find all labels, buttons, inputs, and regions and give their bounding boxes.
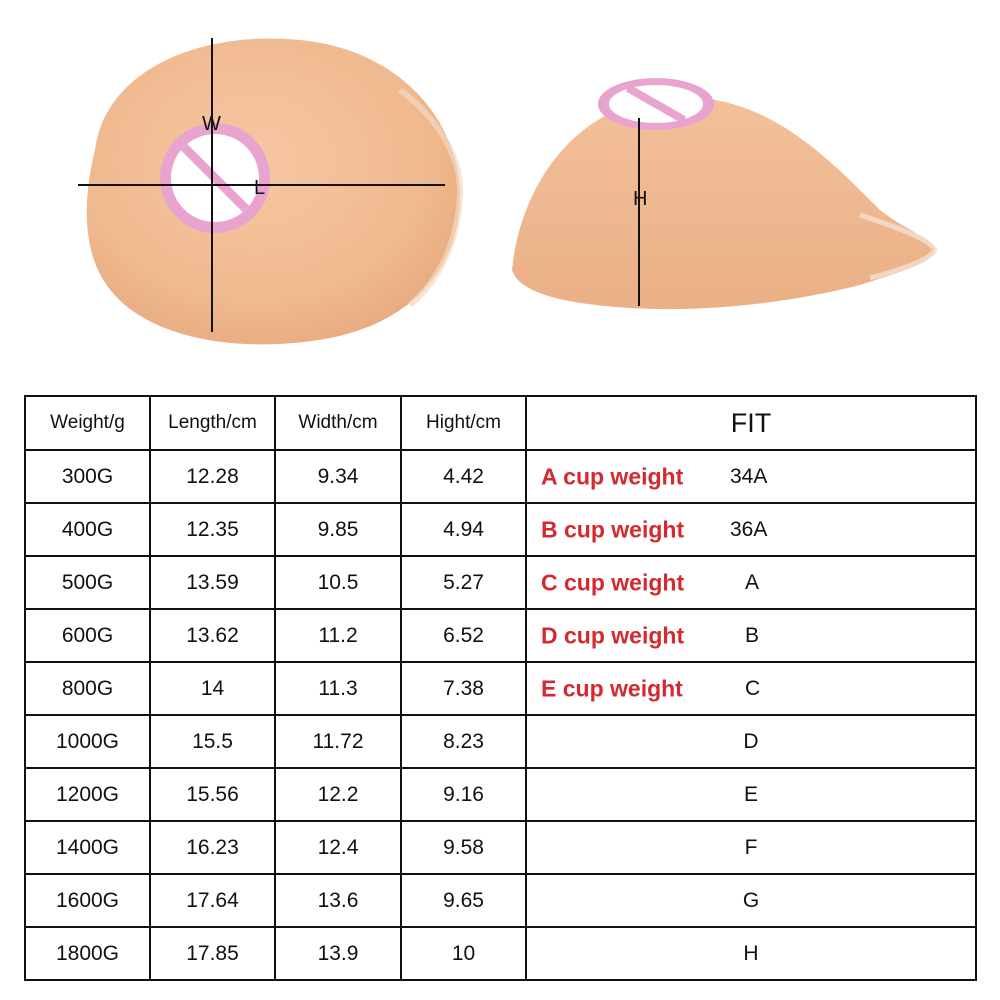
length-cell: 15.56 <box>149 767 276 822</box>
weight-cell: 500G <box>24 555 151 610</box>
height-cell: 8.23 <box>400 714 527 769</box>
width-cell: 12.2 <box>274 767 402 822</box>
table-row: 600G 13.62 11.2 6.52 D cup weight B <box>24 608 977 663</box>
width-cell: 13.6 <box>274 873 402 928</box>
header-height: Hight/cm <box>400 395 527 451</box>
table-header-row: Weight/g Length/cm Width/cm Hight/cm FIT <box>24 395 977 451</box>
fit-value: 36A <box>730 517 768 541</box>
fit-cell: B cup weight 36A <box>525 502 977 557</box>
height-cell: 10 <box>400 926 527 981</box>
side-view-breast-form <box>512 96 938 310</box>
top-view-breast-form <box>86 38 464 345</box>
length-cell: 13.62 <box>149 608 276 663</box>
header-width: Width/cm <box>274 395 402 451</box>
width-label: W <box>202 113 221 135</box>
table-row: 300G 12.28 9.34 4.42 A cup weight 34A <box>24 449 977 504</box>
height-cell: 9.58 <box>400 820 527 875</box>
weight-cell: 600G <box>24 608 151 663</box>
length-cell: 13.59 <box>149 555 276 610</box>
fit-cell: D cup weight B <box>525 608 977 663</box>
fit-cell: G <box>525 873 977 928</box>
header-length: Length/cm <box>149 395 276 451</box>
fit-value: H <box>743 941 759 965</box>
weight-cell: 300G <box>24 449 151 504</box>
length-cell: 12.28 <box>149 449 276 504</box>
header-fit: FIT <box>525 395 977 451</box>
fit-cell: D <box>525 714 977 769</box>
table-row: 1000G 15.5 11.72 8.23 D <box>24 714 977 769</box>
fit-cell: E cup weight C <box>525 661 977 716</box>
cup-label: A cup weight <box>541 463 684 489</box>
height-label: H <box>633 188 647 210</box>
width-cell: 9.85 <box>274 502 402 557</box>
table-row: 500G 13.59 10.5 5.27 C cup weight A <box>24 555 977 610</box>
length-cell: 14 <box>149 661 276 716</box>
weight-cell: 1800G <box>24 926 151 981</box>
weight-cell: 400G <box>24 502 151 557</box>
length-label: L <box>254 177 265 199</box>
header-weight: Weight/g <box>24 395 151 451</box>
cup-label: D cup weight <box>541 622 685 648</box>
width-cell: 11.2 <box>274 608 402 663</box>
fit-cell: H <box>525 926 977 981</box>
length-cell: 17.64 <box>149 873 276 928</box>
cup-label: B cup weight <box>541 516 685 542</box>
height-cell: 5.27 <box>400 555 527 610</box>
fit-cell: C cup weight A <box>525 555 977 610</box>
table-row: 400G 12.35 9.85 4.94 B cup weight 36A <box>24 502 977 557</box>
fit-value: F <box>744 835 758 859</box>
fit-cell: E <box>525 767 977 822</box>
width-cell: 11.72 <box>274 714 402 769</box>
length-cell: 15.5 <box>149 714 276 769</box>
fit-value: A <box>745 570 760 594</box>
fit-value: G <box>742 888 760 912</box>
table-row: 1800G 17.85 13.9 10 H <box>24 926 977 981</box>
width-cell: 9.34 <box>274 449 402 504</box>
cup-label: C cup weight <box>541 569 685 595</box>
width-cell: 13.9 <box>274 926 402 981</box>
height-cell: 6.52 <box>400 608 527 663</box>
height-cell: 7.38 <box>400 661 527 716</box>
censored-nipple-icon <box>598 78 714 130</box>
length-cell: 17.85 <box>149 926 276 981</box>
dimension-diagram: W L H <box>78 38 938 345</box>
table-row: 800G 14 11.3 7.38 E cup weight C <box>24 661 977 716</box>
length-cell: 12.35 <box>149 502 276 557</box>
height-cell: 4.42 <box>400 449 527 504</box>
height-cell: 9.16 <box>400 767 527 822</box>
width-cell: 12.4 <box>274 820 402 875</box>
width-cell: 10.5 <box>274 555 402 610</box>
weight-cell: 1200G <box>24 767 151 822</box>
width-cell: 11.3 <box>274 661 402 716</box>
table-row: 1200G 15.56 12.2 9.16 E <box>24 767 977 822</box>
size-table: Weight/g Length/cm Width/cm Hight/cm FIT… <box>24 395 977 981</box>
weight-cell: 800G <box>24 661 151 716</box>
weight-cell: 1400G <box>24 820 151 875</box>
fit-cell: F <box>525 820 977 875</box>
fit-value: 34A <box>730 464 768 488</box>
fit-value: C <box>745 676 761 700</box>
weight-cell: 1000G <box>24 714 151 769</box>
table-row: 1600G 17.64 13.6 9.65 G <box>24 873 977 928</box>
length-cell: 16.23 <box>149 820 276 875</box>
height-cell: 4.94 <box>400 502 527 557</box>
fit-value: E <box>743 782 758 806</box>
table-row: 1400G 16.23 12.4 9.58 F <box>24 820 977 875</box>
fit-cell: A cup weight 34A <box>525 449 977 504</box>
weight-cell: 1600G <box>24 873 151 928</box>
fit-value: B <box>745 623 760 647</box>
cup-label: E cup weight <box>541 675 683 701</box>
censored-nipple-icon <box>160 123 270 233</box>
fit-value: D <box>743 729 759 753</box>
height-cell: 9.65 <box>400 873 527 928</box>
